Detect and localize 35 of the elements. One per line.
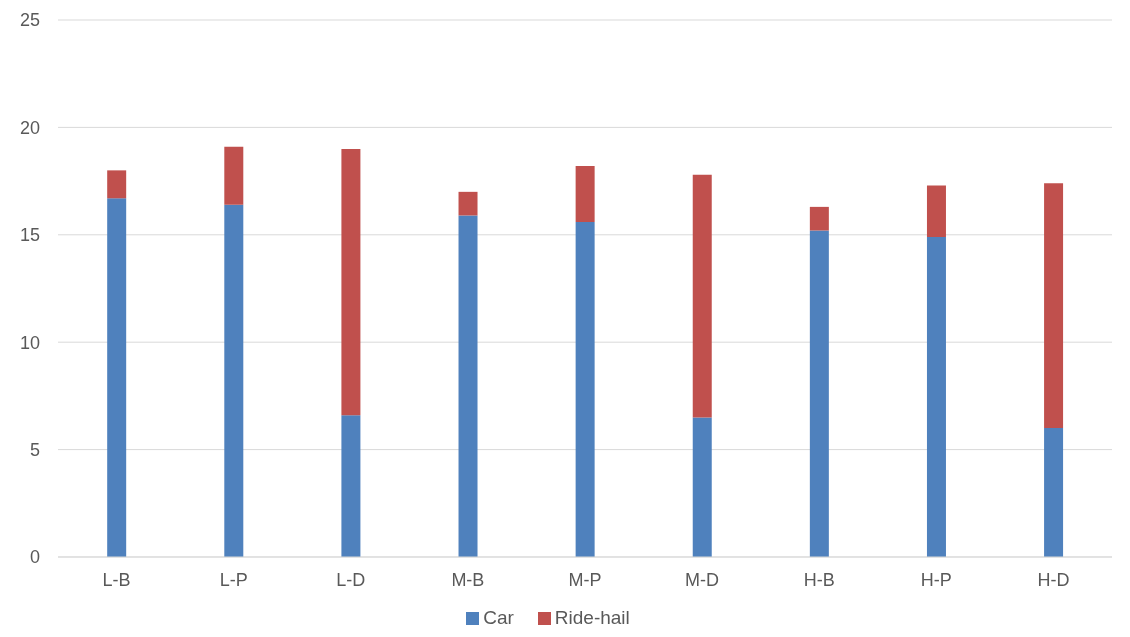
bar: [575, 221, 595, 557]
x-tick-label: H-P: [920, 569, 952, 590]
x-tick-label: L-B: [102, 569, 131, 590]
legend-label: Car: [483, 607, 514, 628]
bar: [224, 204, 244, 557]
x-tick-label: M-D: [685, 569, 720, 590]
x-tick-label: L-P: [219, 569, 248, 590]
bar: [107, 198, 127, 557]
bar: [926, 236, 946, 557]
x-tick-label: L-D: [336, 569, 366, 590]
y-tick-label: 20: [19, 117, 40, 138]
x-tick-label: H-D: [1037, 569, 1070, 590]
y-tick-label: 15: [19, 225, 40, 246]
x-tick-label: M-B: [451, 569, 485, 590]
bar: [224, 146, 244, 205]
bar: [1044, 428, 1064, 557]
y-tick-label: 0: [29, 547, 40, 568]
bar: [809, 206, 829, 231]
bar: [341, 148, 361, 416]
bar: [926, 185, 946, 237]
bar: [458, 191, 478, 216]
bar: [809, 230, 829, 557]
bar: [692, 174, 712, 418]
y-tick-label: 25: [19, 10, 40, 31]
bar: [575, 166, 595, 222]
bar: [458, 215, 478, 557]
bar: [1044, 183, 1064, 429]
bar: [692, 417, 712, 557]
y-tick-label: 5: [29, 439, 40, 460]
x-tick-label: H-B: [803, 569, 835, 590]
bar: [107, 170, 127, 199]
legend-label: Ride-hail: [554, 607, 630, 628]
x-tick-label: M-P: [568, 569, 602, 590]
bar: [341, 415, 361, 557]
y-tick-label: 10: [19, 332, 40, 353]
